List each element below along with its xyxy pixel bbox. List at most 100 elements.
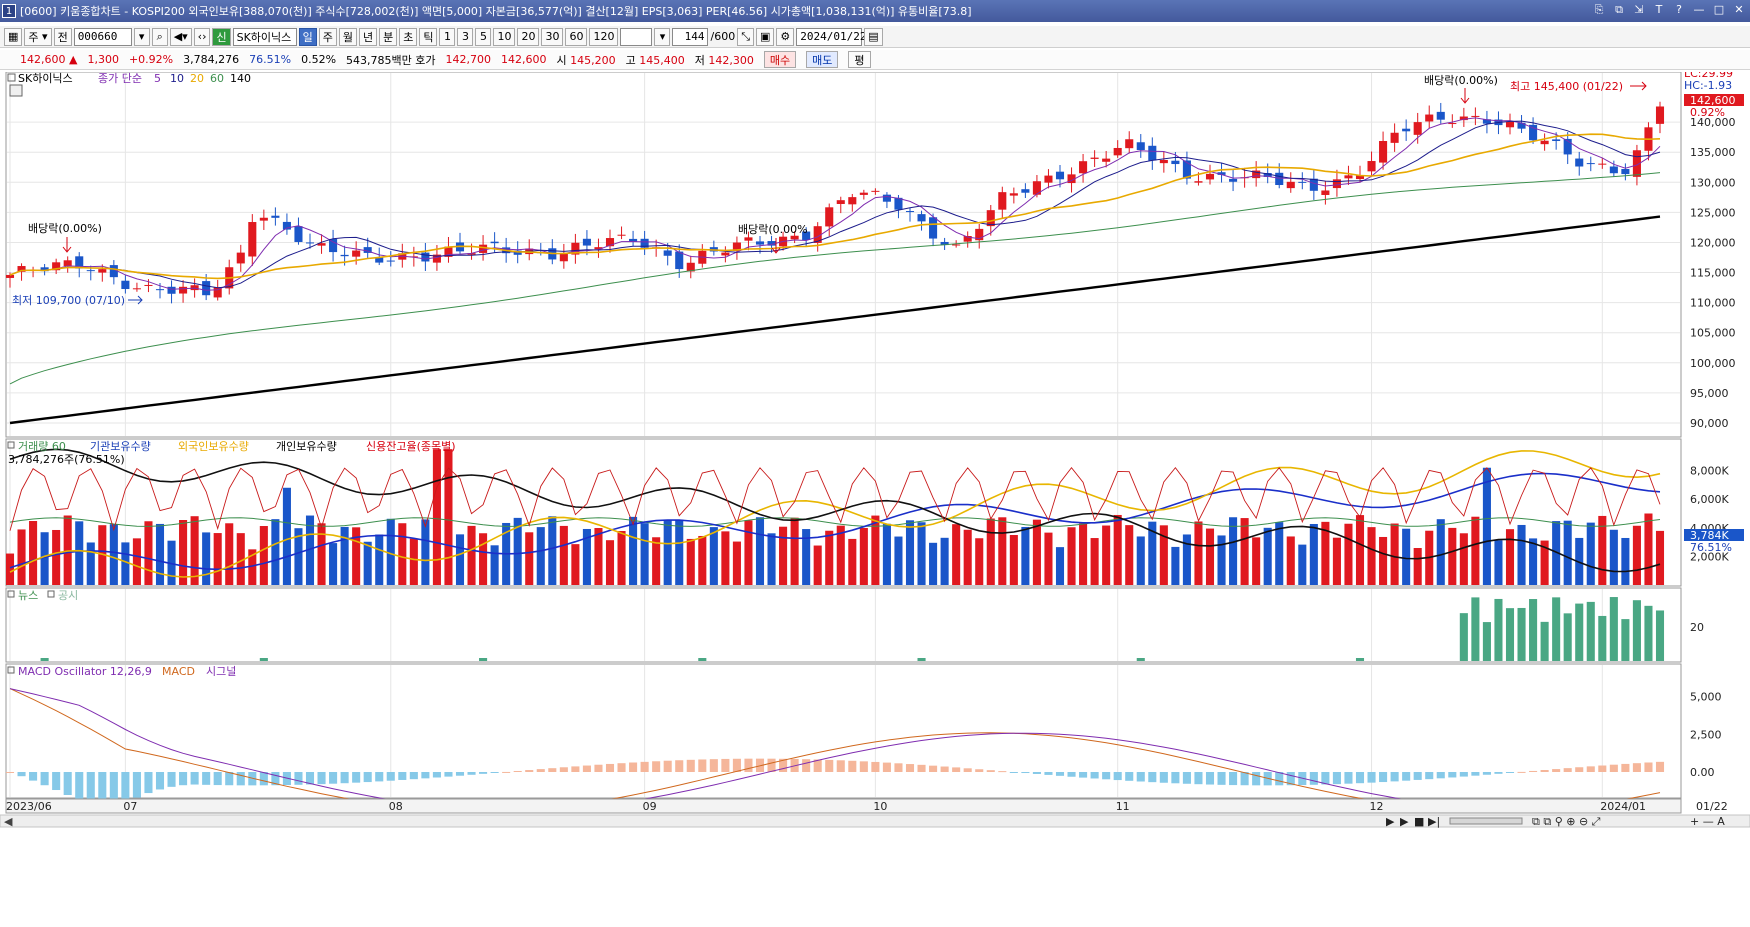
window-controls: ⎘ ⧉ ⇲ T ? — □ ✕: [1592, 3, 1746, 17]
candle: [1655, 106, 1665, 124]
macd-legend-toggle-icon[interactable]: [7, 666, 15, 674]
link-icon[interactable]: ⇲: [1634, 3, 1644, 16]
volume-bar: [1332, 537, 1341, 585]
zoom-tools-icon[interactable]: ⧉ ⧉ ⚲ ⊕ ⊖ ⤢: [1532, 815, 1601, 828]
gear-icon[interactable]: ⚙: [776, 27, 795, 46]
legend-signal[interactable]: 시그널: [206, 665, 236, 678]
interval-dropdown-icon[interactable]: ▾: [654, 27, 671, 46]
count-input[interactable]: 144: [672, 27, 709, 46]
stock-code-input[interactable]: 000660: [73, 27, 132, 46]
scope-button[interactable]: 전: [53, 27, 72, 46]
buy-button[interactable]: 매수: [763, 51, 797, 68]
period-year-tab[interactable]: 년: [358, 27, 378, 46]
calendar-icon[interactable]: ▤: [864, 27, 883, 46]
close-icon[interactable]: ✕: [1734, 3, 1744, 16]
prev-next-icon[interactable]: ‹›: [193, 27, 211, 46]
candle: [732, 242, 741, 251]
interval-120[interactable]: 120: [589, 27, 619, 46]
minimize-icon[interactable]: —: [1693, 3, 1705, 16]
candle: [1125, 139, 1134, 149]
tile-icon[interactable]: ⧉: [1615, 3, 1623, 16]
maximize-icon[interactable]: □: [1713, 3, 1725, 16]
legend-stock-name[interactable]: SK하이닉스: [18, 72, 73, 85]
legend-ma10[interactable]: 10: [170, 72, 184, 85]
window-number[interactable]: 1: [2, 4, 16, 18]
interval-10[interactable]: 10: [493, 27, 516, 46]
legend-macd[interactable]: MACD: [162, 665, 195, 678]
sell-button[interactable]: 매도: [806, 51, 839, 68]
sound-icon[interactable]: ◀▾: [169, 27, 192, 46]
period-minute-tab[interactable]: 분: [379, 27, 398, 46]
zoom-slider[interactable]: [1449, 817, 1523, 825]
period-day-tab[interactable]: 일: [298, 27, 317, 46]
scroll-prev-icon[interactable]: ▶: [1386, 815, 1395, 828]
legend-news[interactable]: 뉴스: [18, 589, 38, 602]
period-week-tab[interactable]: 주: [318, 27, 337, 46]
volume-bar: [109, 524, 118, 585]
volume-bar: [305, 515, 315, 585]
legend-ma5[interactable]: 5: [154, 72, 161, 85]
help-icon[interactable]: ?: [1676, 3, 1682, 16]
legend-ma140[interactable]: 140: [230, 72, 251, 85]
legend-disclosure[interactable]: 공시: [58, 589, 78, 602]
candle: [940, 241, 949, 246]
zoom-in-out-icon[interactable]: + — A: [1690, 815, 1725, 828]
candle: [1067, 174, 1076, 184]
interval-30[interactable]: 30: [541, 27, 564, 46]
count-total: /600: [710, 30, 736, 43]
macd-osc-bar: [98, 772, 107, 802]
search-icon[interactable]: ⌕: [151, 27, 168, 46]
candle: [121, 280, 130, 290]
interval-1[interactable]: 1: [439, 27, 456, 46]
scroll-stop-icon[interactable]: ■: [1414, 815, 1424, 828]
volume-bar: [813, 545, 822, 585]
interval-60[interactable]: 60: [565, 27, 588, 46]
save-icon[interactable]: ▣: [756, 27, 775, 46]
eval-button[interactable]: 평: [848, 51, 871, 68]
legend-foreign[interactable]: 외국인보유수량: [178, 440, 249, 453]
crosshair-icon[interactable]: ⤡: [737, 27, 754, 46]
stock-chart[interactable]: SK하이닉스 종가 단순 5 10 20 60 140 최저 109,700 (…: [0, 72, 1750, 927]
interval-3[interactable]: 3: [457, 27, 474, 46]
scroll-end-icon[interactable]: ▶|: [1428, 815, 1440, 828]
chart-area[interactable]: SK하이닉스 종가 단순 5 10 20 60 140 최저 109,700 (…: [0, 72, 1750, 927]
candle: [52, 262, 61, 271]
horizontal-scrollbar[interactable]: [0, 814, 1750, 828]
scroll-left-icon[interactable]: ◀: [4, 815, 13, 828]
legend-macd-osc[interactable]: MACD Oscillator 12,26,9: [18, 665, 152, 678]
date-input[interactable]: 2024/01/22: [796, 27, 867, 46]
volume-bar: [432, 449, 441, 585]
legend-institution[interactable]: 기관보유수량: [90, 440, 151, 453]
interval-custom-input[interactable]: [620, 27, 653, 46]
legend-ma20[interactable]: 20: [190, 72, 204, 85]
code-dropdown-icon[interactable]: ▾: [133, 27, 150, 46]
candle: [721, 252, 730, 256]
period-second-tab[interactable]: 초: [399, 27, 418, 46]
pin-icon[interactable]: ⎘: [1594, 3, 1604, 16]
vol-legend-toggle-icon[interactable]: [7, 441, 15, 449]
macd-osc-bar: [1055, 772, 1065, 776]
news-legend-toggle-icon[interactable]: [7, 590, 15, 598]
disclosure-toggle-icon[interactable]: [47, 590, 55, 598]
macd-osc-bar: [1390, 772, 1399, 782]
volume-bar: [17, 529, 26, 585]
legend-ma60[interactable]: 60: [210, 72, 224, 85]
candle: [236, 252, 245, 264]
candle: [582, 238, 591, 246]
market-select[interactable]: 주 ▾: [24, 27, 52, 46]
interval-20[interactable]: 20: [517, 27, 540, 46]
stock-name-field[interactable]: SK하이닉스: [232, 27, 297, 46]
legend-credit[interactable]: 신용잔고율(종목별): [366, 440, 456, 453]
legend-toggle-icon[interactable]: [7, 73, 16, 82]
period-month-tab[interactable]: 월: [338, 27, 357, 46]
legend-individual[interactable]: 개인보유수량: [276, 440, 337, 453]
scroll-play-icon[interactable]: ▶: [1400, 815, 1409, 828]
grid-toggle-icon[interactable]: [9, 84, 23, 97]
period-tick-tab[interactable]: 틱: [419, 27, 438, 46]
text-icon[interactable]: T: [1655, 3, 1663, 16]
legend-volume[interactable]: 거래량 60: [18, 440, 66, 453]
candle: [1252, 170, 1261, 179]
interval-5[interactable]: 5: [475, 27, 492, 46]
legend-ma-label[interactable]: 종가 단순: [98, 72, 142, 85]
layout-icon[interactable]: ▦: [4, 27, 23, 46]
